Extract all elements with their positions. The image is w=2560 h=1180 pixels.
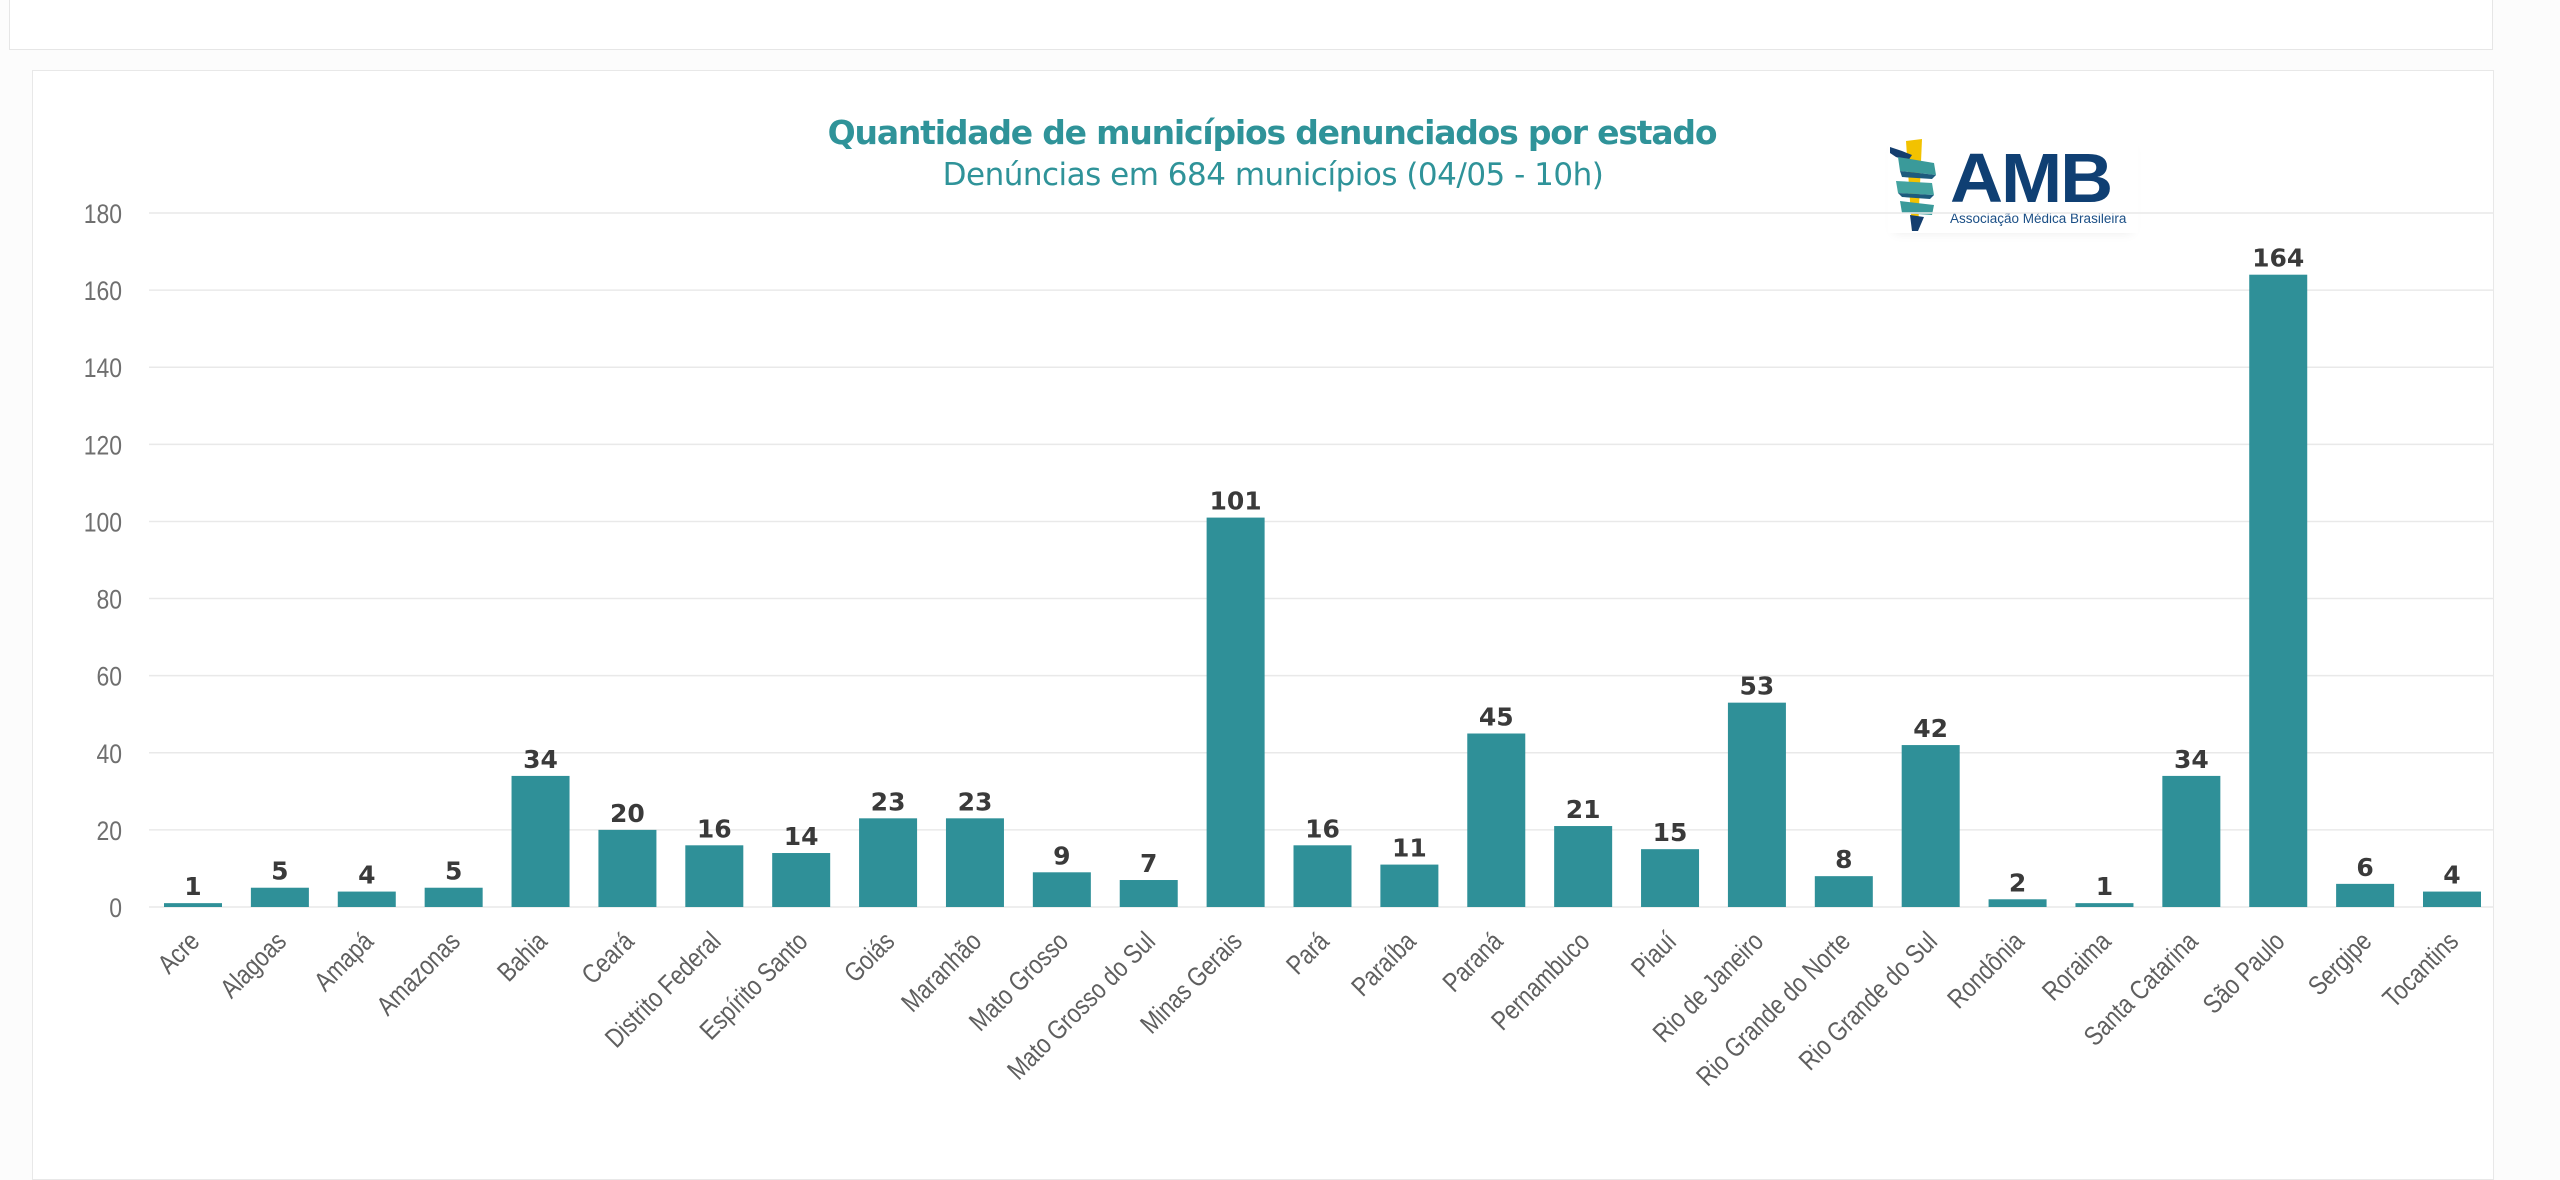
x-tick-label: Maranhão — [896, 927, 987, 1018]
bar — [2162, 775, 2221, 907]
data-label: 5 — [271, 857, 288, 886]
bar — [2336, 883, 2395, 907]
x-tick-label: Amapá — [309, 927, 380, 998]
data-label: 7 — [1140, 849, 1157, 878]
bar — [598, 829, 657, 907]
x-tick-label: Pará — [1281, 927, 1335, 981]
data-label: 8 — [1835, 845, 1852, 874]
bar — [1293, 845, 1352, 907]
data-label: 4 — [358, 861, 375, 890]
data-label: 11 — [1392, 834, 1427, 863]
data-label: 34 — [2174, 745, 2209, 774]
y-tick-label: 0 — [109, 893, 122, 923]
data-label: 53 — [1740, 672, 1775, 701]
data-label: 6 — [2356, 853, 2373, 882]
y-tick-label: 140 — [84, 354, 122, 384]
data-label: 34 — [523, 745, 558, 774]
x-tick-label: Rio Grande do Norte — [1691, 927, 1856, 1092]
x-tick-label: Mato Grosso do Sul — [1002, 927, 1161, 1086]
bar — [1901, 745, 1960, 907]
logo-tagline: Associação Médica Brasileira — [1950, 211, 2127, 226]
data-label: 23 — [958, 787, 993, 816]
y-tick-label: 20 — [96, 816, 122, 846]
bar — [2075, 903, 2134, 907]
chart-title: Quantidade de municípios denunciados por… — [827, 113, 1718, 152]
bar — [945, 818, 1004, 907]
bar — [337, 891, 396, 907]
x-tick-label: Goiás — [839, 927, 901, 989]
x-tick-label: Alagoas — [215, 927, 292, 1004]
logo-wordmark: AMB — [1950, 139, 2113, 217]
x-tick-label: Paraná — [1438, 927, 1510, 999]
x-tick-label: Sergipe — [2303, 927, 2378, 1002]
data-label: 16 — [697, 814, 732, 843]
x-tick-label: Paraíba — [1346, 927, 1422, 1003]
bar — [250, 887, 309, 907]
y-axis-ticks: 0 20 40 60 80 100 120 140 160 180 — [84, 199, 122, 923]
data-label: 20 — [610, 799, 645, 828]
bar — [685, 845, 744, 907]
x-tick-label: Tocantins — [2378, 927, 2465, 1014]
data-label: 45 — [1479, 703, 1514, 732]
data-label: 14 — [784, 822, 819, 851]
y-tick-label: 100 — [84, 508, 122, 538]
bar — [1727, 702, 1786, 907]
data-label: 2 — [2009, 868, 2026, 897]
bar — [164, 903, 222, 907]
data-label: 23 — [871, 787, 906, 816]
data-label: 42 — [1913, 714, 1948, 743]
bar — [1380, 864, 1439, 907]
y-tick-label: 160 — [84, 276, 122, 306]
x-tick-label: Ceará — [577, 927, 641, 991]
bar — [1206, 517, 1265, 907]
bar — [511, 775, 570, 907]
data-label: 1 — [2096, 872, 2113, 901]
top-panel — [9, 0, 2493, 50]
x-tick-label: Roraima — [2037, 927, 2117, 1007]
x-tick-label: Bahia — [492, 927, 553, 988]
data-label: 4 — [2443, 861, 2460, 890]
chart-subtitle: Denúncias em 684 municípios (04/05 - 10h… — [942, 157, 1604, 193]
y-tick-label: 60 — [96, 662, 122, 692]
bar — [424, 887, 483, 907]
bar — [1119, 880, 1178, 907]
y-tick-label: 80 — [96, 585, 122, 615]
bar — [859, 818, 918, 907]
caduceus-icon — [1890, 139, 1936, 231]
bar — [1814, 876, 1873, 907]
data-label: 101 — [1210, 487, 1262, 516]
amb-logo: AMB Associação Médica Brasileira — [1888, 135, 2138, 233]
bar — [1988, 899, 2047, 907]
bar — [1467, 733, 1526, 907]
data-label: 9 — [1053, 841, 1070, 870]
data-label: 5 — [445, 857, 462, 886]
bar — [772, 853, 831, 907]
bar — [1032, 872, 1091, 907]
data-label: 16 — [1305, 814, 1340, 843]
bar — [1554, 826, 1613, 907]
data-label: 21 — [1566, 795, 1601, 824]
y-tick-label: 40 — [96, 739, 122, 769]
bars — [164, 274, 2481, 907]
data-label: 164 — [2252, 244, 2304, 273]
y-tick-label: 180 — [84, 199, 122, 229]
y-tick-label: 120 — [84, 431, 122, 461]
data-label: 15 — [1653, 818, 1688, 847]
bar — [2423, 891, 2481, 907]
x-tick-label: Amazonas — [371, 927, 466, 1022]
gridlines — [149, 212, 2494, 908]
x-tick-label: Acre — [153, 927, 206, 980]
bar — [2249, 274, 2308, 907]
x-tick-label: Rondônia — [1942, 927, 2030, 1015]
x-tick-label: São Paulo — [2198, 927, 2291, 1020]
bar — [1641, 849, 1700, 907]
data-label: 1 — [184, 872, 201, 901]
x-tick-label: Piauí — [1626, 927, 1683, 984]
